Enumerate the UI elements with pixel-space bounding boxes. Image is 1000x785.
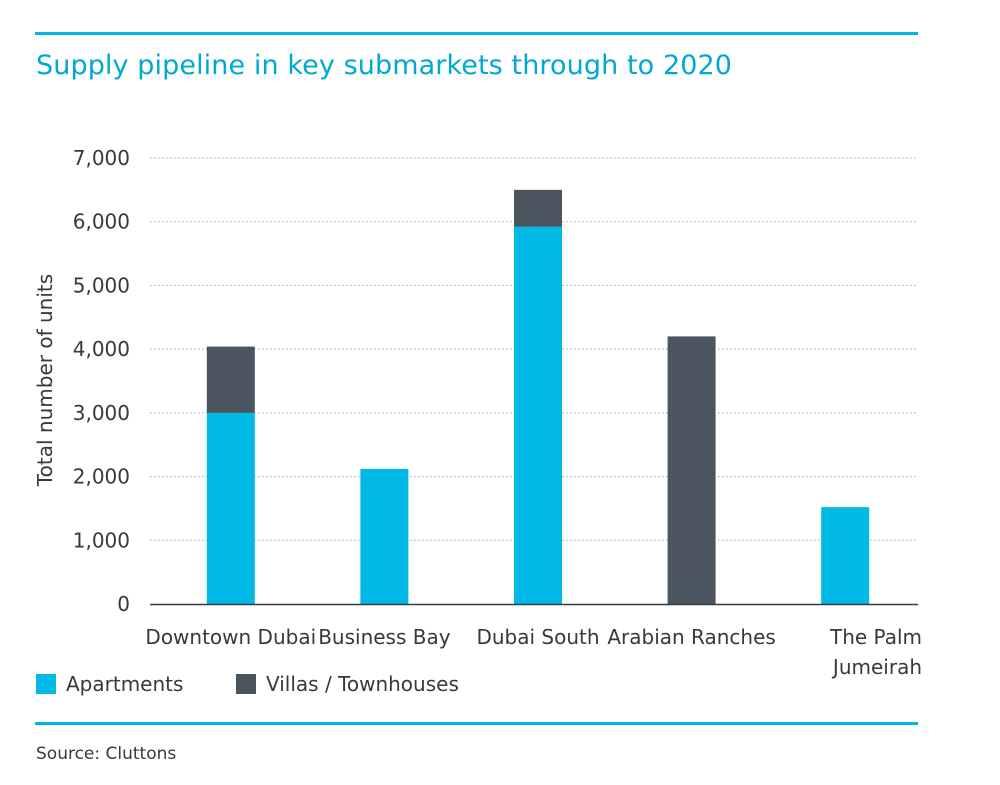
legend-swatch-villas: [236, 674, 256, 694]
x-tick-labels: Downtown Dubai Business Bay Dubai South Ara…: [145, 625, 922, 679]
bar-apartments: [206, 412, 255, 604]
bottom-divider: [35, 722, 918, 725]
legend-swatch-apartments: [36, 674, 56, 694]
y-tick-label: 6,000: [73, 210, 130, 234]
y-tick-label: 5,000: [73, 273, 130, 297]
bar-villas: [206, 346, 255, 413]
legend-item-apartments: Apartments: [36, 672, 183, 696]
x-tick-label: Jumeirah: [831, 655, 922, 679]
y-tick-label: 4,000: [73, 337, 130, 361]
x-tick-label: Arabian Ranches: [607, 625, 776, 649]
y-tick-labels: 0 1,000 2,000 3,000 4,000 5,000 6,000 7,000: [73, 146, 130, 616]
x-tick-label: Business Bay: [318, 625, 451, 649]
legend-item-villas: Villas / Townhouses: [236, 672, 459, 696]
legend-label-villas: Villas / Townhouses: [266, 672, 459, 696]
y-tick-label: 3,000: [73, 401, 130, 425]
bar-apartments: [360, 468, 409, 604]
top-divider: [35, 32, 918, 35]
y-tick-label: 7,000: [73, 146, 130, 170]
bar-villas: [514, 189, 562, 227]
bar-apartments: [514, 226, 562, 604]
chart-title: Supply pipeline in key submarkets throug…: [36, 50, 733, 81]
x-tick-label: Downtown Dubai: [145, 625, 316, 649]
bars: [206, 189, 870, 604]
y-tick-label: 2,000: [73, 465, 130, 489]
x-tick-label: The Palm: [829, 625, 922, 649]
bar-villas: [667, 336, 716, 604]
source-note: Source: Cluttons: [36, 744, 177, 764]
y-tick-label: 0: [117, 592, 130, 616]
y-tick-label: 1,000: [73, 528, 130, 552]
y-axis-label: Total number of units: [33, 274, 57, 487]
x-tick-label: Dubai South: [476, 625, 599, 649]
bar-apartments: [821, 507, 870, 604]
legend-label-apartments: Apartments: [66, 672, 184, 696]
